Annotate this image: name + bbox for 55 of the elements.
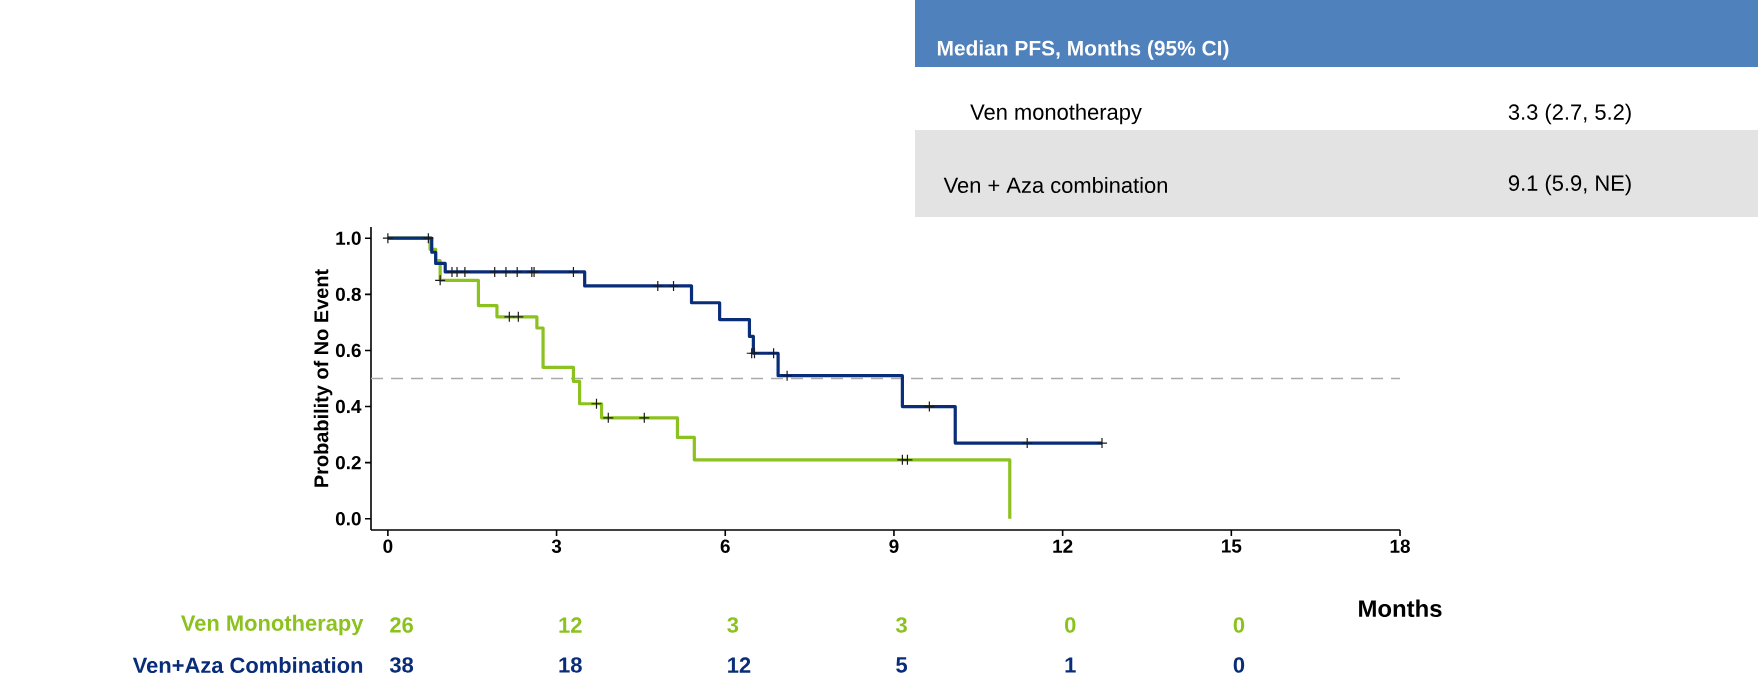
- text: 3: [727, 617, 739, 633]
- point: [567, 266, 580, 278]
- point: [511, 266, 523, 278]
- point: [422, 232, 434, 244]
- y-tick-label: 1.0: [336, 231, 361, 245]
- point: [459, 266, 471, 278]
- point: [602, 412, 614, 424]
- point: [489, 266, 501, 278]
- text: 0: [1065, 617, 1076, 633]
- text: 5: [896, 657, 908, 673]
- point: [638, 412, 650, 424]
- point: [434, 274, 446, 286]
- x-tick-label: 6: [720, 539, 730, 553]
- x-tick-label: 12: [1053, 539, 1073, 553]
- x-axis-title: Months: [1359, 599, 1442, 618]
- text: 9.1 (5.9, NE): [1508, 174, 1631, 196]
- point: [512, 311, 524, 323]
- point: [1021, 437, 1033, 449]
- y-tick-label: 0.4: [335, 399, 362, 414]
- point: [500, 266, 512, 278]
- point: [503, 311, 515, 323]
- y-tick-label: 0.8: [335, 287, 361, 302]
- y-tick-label: 0.6: [335, 343, 361, 358]
- point: [451, 266, 463, 278]
- y-axis-title: Probability of No Event: [313, 269, 333, 487]
- point: [923, 400, 935, 413]
- text: 18: [559, 657, 582, 673]
- point: [781, 370, 793, 382]
- text: Ven monotherapy: [970, 103, 1142, 125]
- text: Ven+Aza Combination: [132, 656, 363, 674]
- text: 38: [389, 657, 414, 673]
- x-tick-label: 0: [383, 539, 393, 553]
- point: [1096, 437, 1108, 449]
- x-tick-label: 15: [1221, 539, 1242, 553]
- point: [667, 280, 680, 292]
- x-tick-label: 3: [551, 539, 562, 553]
- point: [382, 232, 394, 244]
- text: Median PFS, Months (95% CI): [937, 40, 1229, 60]
- text: 3.3 (2.7, 5.2): [1508, 103, 1631, 125]
- x-tick-label: 18: [1390, 539, 1410, 553]
- y-tick-label: 0.0: [335, 512, 361, 526]
- text: 26: [390, 617, 413, 633]
- text: 3: [895, 617, 907, 633]
- text: 1: [1065, 657, 1076, 673]
- point: [652, 280, 664, 292]
- text: 0: [1233, 657, 1245, 673]
- text: Ven Monotherapy: [180, 614, 364, 636]
- x-tick-label: 9: [889, 539, 899, 553]
- point: [768, 347, 780, 359]
- text: 12: [559, 617, 582, 633]
- y-tick-label: 0.2: [335, 455, 361, 470]
- text: 0: [1233, 617, 1245, 633]
- text: Ven + Aza combination: [943, 176, 1167, 194]
- text: 12: [728, 657, 751, 673]
- point: [590, 398, 603, 410]
